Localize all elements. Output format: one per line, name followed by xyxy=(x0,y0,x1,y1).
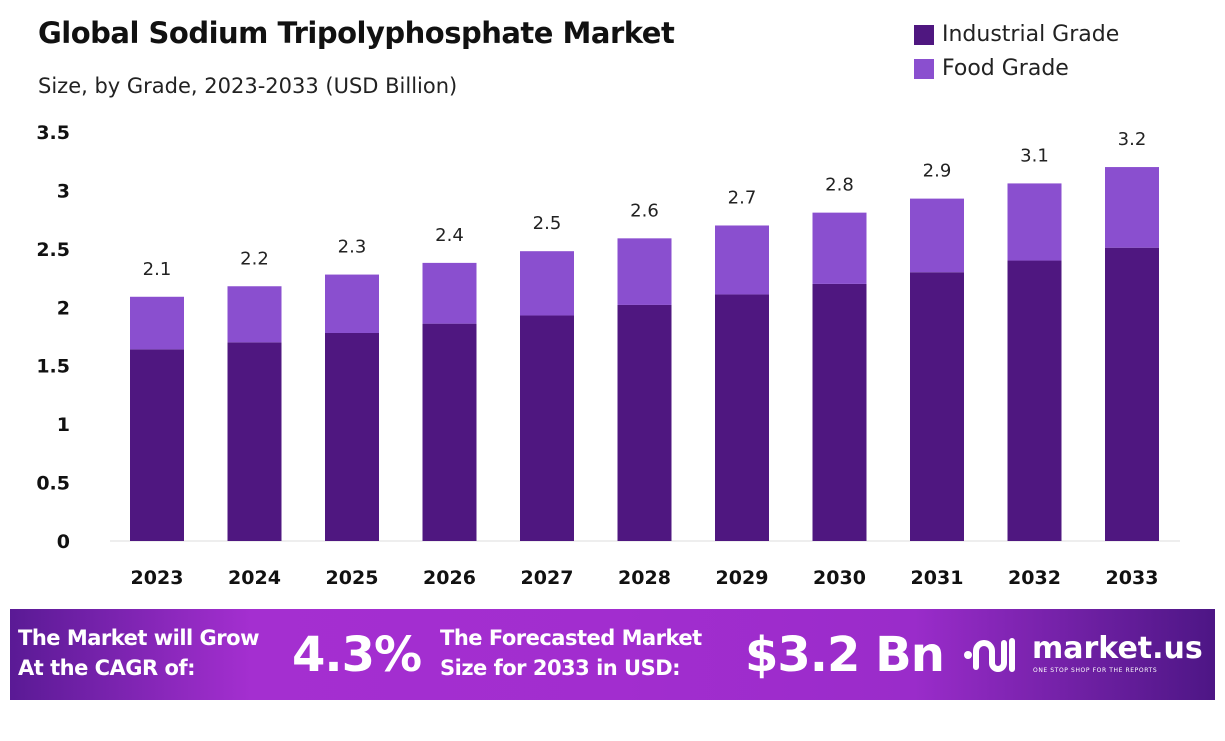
forecast-value: $3.2 Bn xyxy=(745,627,945,683)
bar-industrial-grade-2031 xyxy=(910,272,964,541)
data-label-2027: 2.5 xyxy=(533,213,562,234)
data-label-2023: 2.1 xyxy=(143,259,172,280)
bar-food-grade-2032 xyxy=(1007,183,1062,261)
bar-industrial-grade-2033 xyxy=(1105,247,1159,541)
x-tick-label: 2023 xyxy=(131,567,184,589)
x-tick-label: 2025 xyxy=(326,567,379,589)
data-label-2028: 2.6 xyxy=(630,200,659,221)
y-tick-label: 0.5 xyxy=(36,473,70,495)
x-tick-label: 2032 xyxy=(1008,567,1061,589)
bar-food-grade-2025 xyxy=(325,274,379,333)
data-label-2031: 2.9 xyxy=(923,161,952,182)
x-tick-label: 2031 xyxy=(911,567,964,589)
bar-food-grade-2033 xyxy=(1105,167,1159,248)
data-label-2032: 3.1 xyxy=(1020,145,1049,166)
x-tick-label: 2030 xyxy=(813,567,866,589)
legend-food-grade: Food Grade xyxy=(914,56,1069,81)
data-label-2026: 2.4 xyxy=(435,225,464,246)
bar-food-grade-2031 xyxy=(910,198,964,273)
bar-food-grade-2027 xyxy=(520,251,574,316)
data-label-2025: 2.3 xyxy=(338,237,367,258)
x-tick-label: 2033 xyxy=(1106,567,1159,589)
forecast-label-line1: The Forecasted Market xyxy=(440,626,702,650)
bar-chart: 0 0.5 1 1.5 2 2.5 3 3.5 2.1 2023 2.2 2024 2.3 2025 2.4… xyxy=(36,122,1180,589)
bar-industrial-grade-2025 xyxy=(325,332,379,541)
logo-text: market.us xyxy=(1032,631,1203,666)
y-tick-label: 3 xyxy=(57,180,70,202)
bar-industrial-grade-2028 xyxy=(617,304,672,541)
bar-industrial-grade-2030 xyxy=(812,283,867,541)
legend-label: Food Grade xyxy=(942,56,1069,81)
data-label-2029: 2.7 xyxy=(728,187,757,208)
bar-industrial-grade-2024 xyxy=(227,342,282,541)
legend-swatch xyxy=(914,58,934,79)
y-tick-label: 1 xyxy=(57,414,70,436)
chart-subtitle: Size, by Grade, 2023-2033 (USD Billion) xyxy=(38,74,458,98)
cagr-label-line1: The Market will Grow xyxy=(18,626,259,650)
bar-food-grade-2023 xyxy=(130,296,184,350)
chart-title: Global Sodium Tripolyphosphate Market xyxy=(38,16,675,50)
forecast-label-line2: Size for 2033 in USD: xyxy=(440,656,681,680)
cagr-value: 4.3% xyxy=(292,627,422,683)
logo-tagline: ONE STOP SHOP FOR THE REPORTS xyxy=(1033,667,1158,674)
legend-swatch xyxy=(914,24,934,45)
bar-food-grade-2024 xyxy=(227,286,282,343)
cagr-label: The Market will Grow At the CAGR of: xyxy=(18,623,259,683)
summary-banner: The Market will Grow At the CAGR of: 4.3… xyxy=(10,609,1215,700)
x-tick-label: 2024 xyxy=(228,567,281,589)
y-tick-label: 2.5 xyxy=(36,239,70,261)
bar-food-grade-2030 xyxy=(812,212,867,284)
y-tick-label: 0 xyxy=(57,531,70,553)
y-tick-label: 1.5 xyxy=(36,356,70,378)
x-tick-label: 2027 xyxy=(521,567,574,589)
forecast-label: The Forecasted Market Size for 2033 in U… xyxy=(440,623,702,683)
legend-label: Industrial Grade xyxy=(942,22,1120,47)
bar-industrial-grade-2026 xyxy=(422,323,477,541)
market-us-logo-icon xyxy=(964,638,1015,672)
bar-industrial-grade-2027 xyxy=(520,315,574,541)
bar-industrial-grade-2029 xyxy=(715,294,769,541)
data-label-2033: 3.2 xyxy=(1118,129,1147,150)
y-tick-label: 2 xyxy=(57,297,70,319)
bar-food-grade-2028 xyxy=(617,238,672,305)
data-label-2024: 2.2 xyxy=(240,248,269,269)
y-tick-label: 3.5 xyxy=(36,122,70,144)
x-tick-label: 2026 xyxy=(423,567,476,589)
data-label-2030: 2.8 xyxy=(825,175,854,196)
bar-food-grade-2026 xyxy=(422,262,477,324)
bar-food-grade-2029 xyxy=(715,225,769,295)
bar-industrial-grade-2023 xyxy=(130,349,184,541)
x-tick-label: 2028 xyxy=(618,567,671,589)
bar-industrial-grade-2032 xyxy=(1007,260,1062,541)
x-tick-label: 2029 xyxy=(716,567,769,589)
legend-industrial-grade: Industrial Grade xyxy=(914,22,1119,47)
cagr-label-line2: At the CAGR of: xyxy=(18,656,195,680)
